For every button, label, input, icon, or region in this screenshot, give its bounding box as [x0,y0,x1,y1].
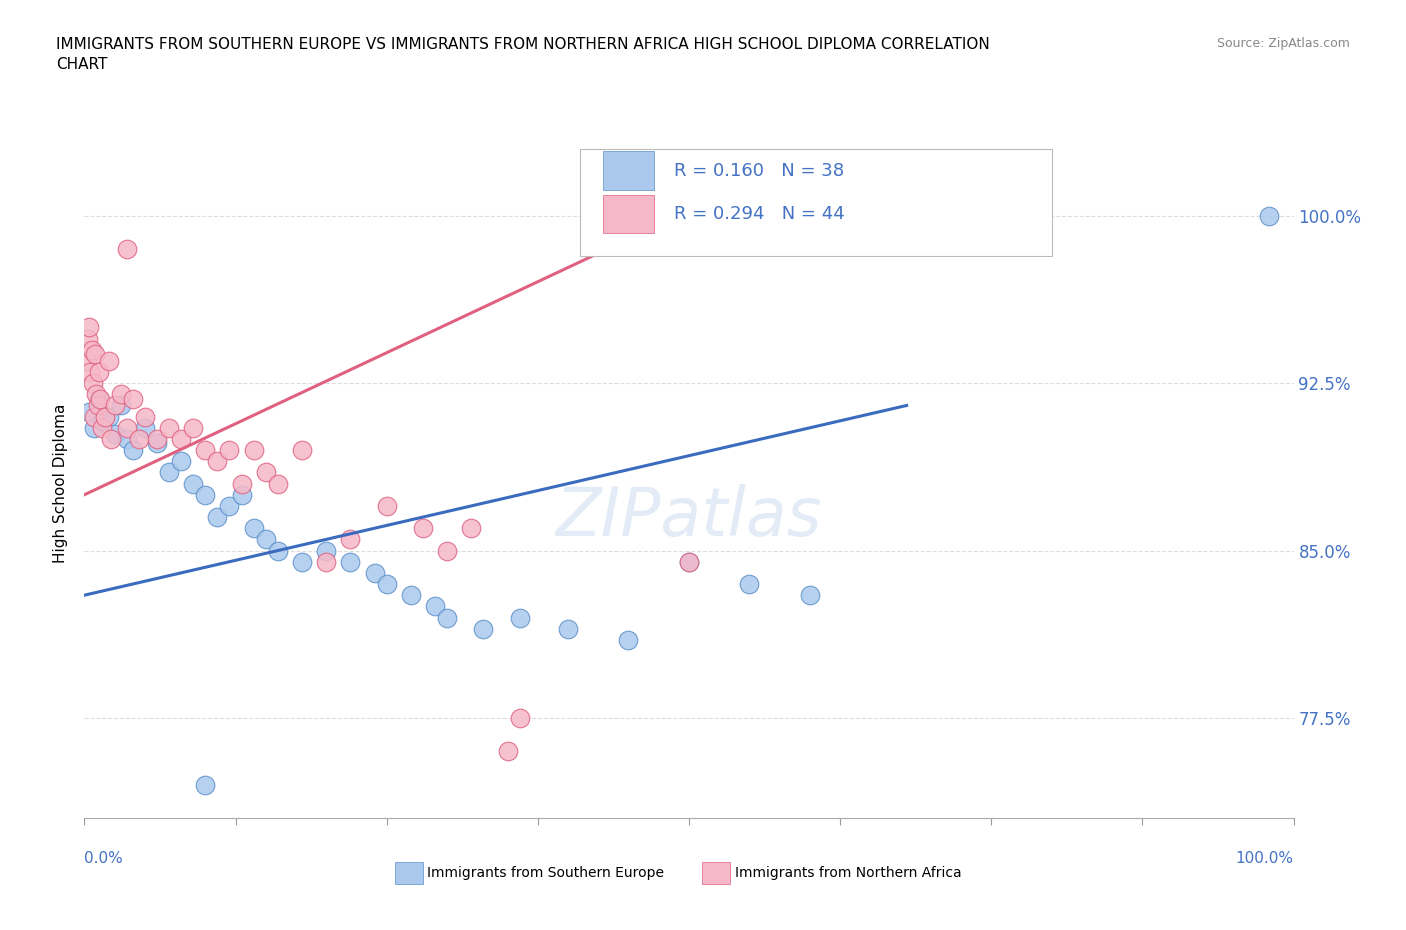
Point [84,347,107,362]
Point [91,420,114,435]
Point [291,554,314,569]
Point [94,409,117,424]
Point [231,487,253,502]
Point [104,398,127,413]
Point [80,342,103,357]
Point [89,392,111,406]
Point [363,565,385,580]
Point [87,365,110,379]
Text: 100.0%: 100.0% [1236,851,1294,866]
Point [231,476,253,491]
Point [738,577,761,591]
Point [79,365,101,379]
Point [339,554,361,569]
Point [315,554,337,569]
Point [557,621,579,636]
Point [799,588,821,603]
Point [194,443,217,458]
Point [412,521,434,536]
Point [375,498,398,513]
Point [617,632,640,647]
Point [157,465,180,480]
FancyBboxPatch shape [603,152,654,190]
Point [496,744,519,759]
Point [254,465,277,480]
Point [77,331,100,346]
Text: 0.0%: 0.0% [84,851,124,866]
Point [77,320,100,335]
Point [194,487,217,502]
Point [207,510,229,525]
FancyBboxPatch shape [581,149,1052,256]
Point [100,432,122,446]
FancyBboxPatch shape [603,195,654,233]
Point [218,443,240,458]
Point [83,420,105,435]
Point [146,432,169,446]
Point [254,532,277,547]
Point [146,436,169,451]
Point [181,420,204,435]
Point [110,387,132,402]
Point [472,621,495,636]
Point [194,777,217,792]
Point [170,432,193,446]
Point [267,476,290,491]
Point [678,554,700,569]
Point [339,532,361,547]
Point [77,405,100,419]
Point [134,409,156,424]
Point [83,409,105,424]
Point [82,376,104,391]
Point [375,577,398,591]
Point [460,521,482,536]
Point [86,398,108,413]
Point [181,476,204,491]
Point [121,392,143,406]
Point [170,454,193,469]
Point [509,711,531,725]
Text: Immigrants from Northern Africa: Immigrants from Northern Africa [735,866,962,881]
Point [207,454,229,469]
Point [291,443,314,458]
Point [115,242,138,257]
Text: IMMIGRANTS FROM SOUTHERN EUROPE VS IMMIGRANTS FROM NORTHERN AFRICA HIGH SCHOOL D: IMMIGRANTS FROM SOUTHERN EUROPE VS IMMIG… [56,37,990,72]
Point [86,387,108,402]
Point [242,443,264,458]
Point [91,414,114,429]
Point [121,443,143,458]
Point [509,610,531,625]
Point [76,353,98,368]
Point [134,420,156,435]
Point [242,521,264,536]
Point [1258,208,1281,223]
Point [315,543,337,558]
Point [423,599,446,614]
Point [104,427,127,442]
Point [678,554,700,569]
Point [399,588,422,603]
Point [267,543,290,558]
Text: ZIPatlas: ZIPatlas [555,485,823,550]
Text: Source: ZipAtlas.com: Source: ZipAtlas.com [1216,37,1350,50]
Y-axis label: High School Diploma: High School Diploma [53,404,69,564]
Point [87,392,110,406]
Point [115,420,138,435]
Point [157,420,180,435]
Point [128,432,150,446]
Point [110,398,132,413]
Text: Immigrants from Southern Europe: Immigrants from Southern Europe [427,866,665,881]
Point [97,353,120,368]
Point [115,432,138,446]
Point [436,543,458,558]
Text: R = 0.160   N = 38: R = 0.160 N = 38 [675,162,845,179]
Point [218,498,240,513]
Point [436,610,458,625]
Point [97,409,120,424]
Text: R = 0.294   N = 44: R = 0.294 N = 44 [675,206,845,223]
